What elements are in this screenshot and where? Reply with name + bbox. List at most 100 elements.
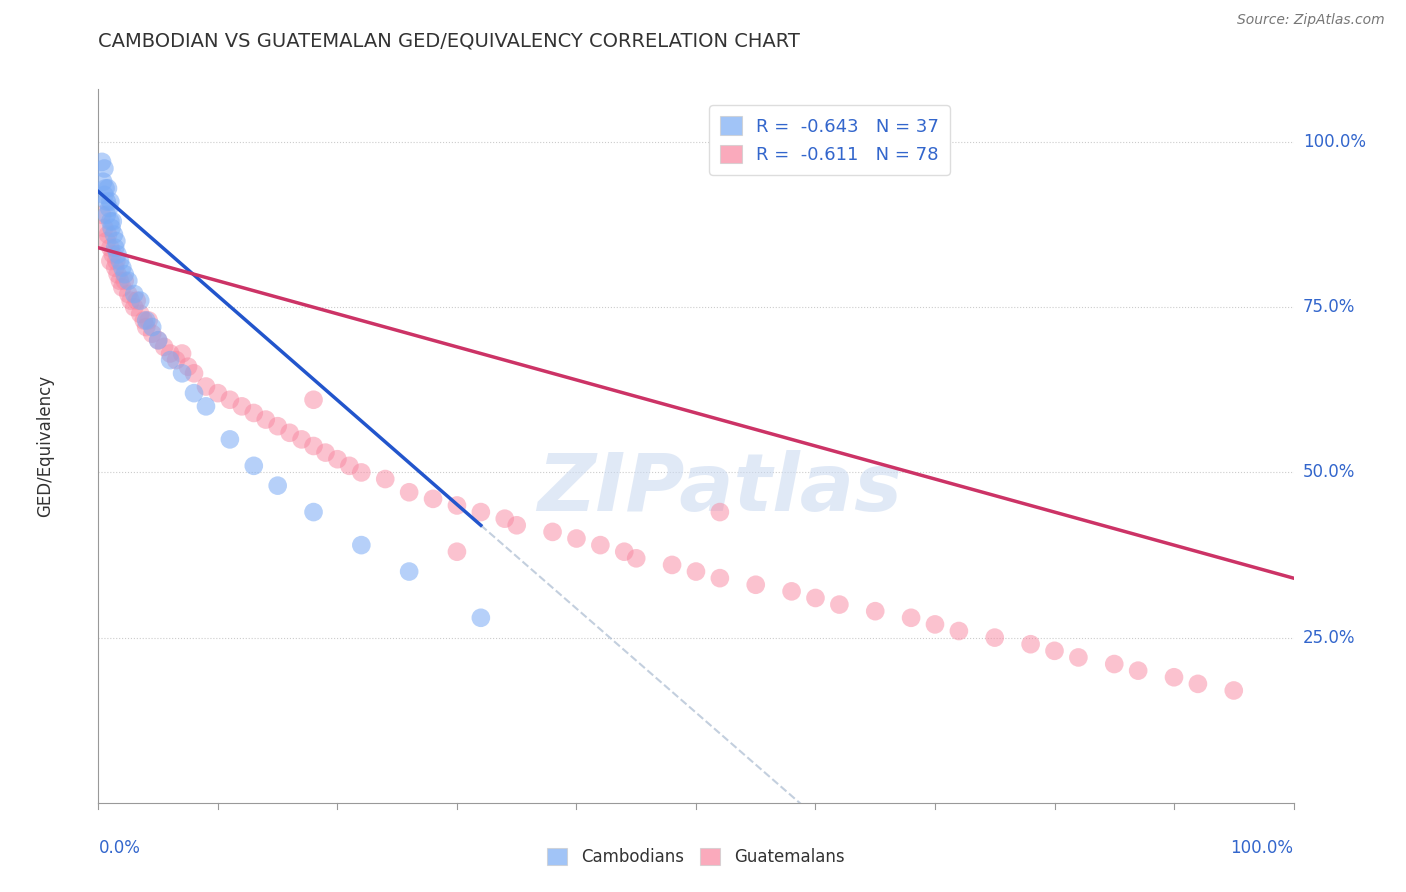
- Point: [91, 208, 114, 222]
- Point: [984, 631, 1007, 645]
- Point: [132, 313, 155, 327]
- Point: [129, 307, 152, 321]
- Point: [100, 221, 122, 235]
- Point: [165, 353, 187, 368]
- Point: [506, 518, 529, 533]
- Point: [93, 221, 115, 235]
- Point: [124, 300, 146, 314]
- Point: [105, 254, 128, 268]
- Point: [108, 254, 131, 268]
- Point: [111, 280, 134, 294]
- Point: [541, 524, 564, 539]
- Text: 0.0%: 0.0%: [98, 839, 141, 857]
- Point: [302, 505, 325, 519]
- Point: [104, 241, 127, 255]
- Point: [117, 287, 139, 301]
- Point: [101, 214, 124, 228]
- Point: [129, 293, 152, 308]
- Point: [470, 611, 492, 625]
- Point: [339, 458, 361, 473]
- Point: [108, 274, 131, 288]
- Point: [195, 379, 218, 393]
- Point: [231, 400, 253, 414]
- Point: [1163, 670, 1185, 684]
- Point: [107, 267, 129, 281]
- Point: [350, 466, 373, 480]
- Point: [98, 254, 122, 268]
- Point: [804, 591, 827, 605]
- Point: [105, 234, 128, 248]
- Point: [948, 624, 970, 638]
- Point: [207, 386, 229, 401]
- Point: [1043, 644, 1066, 658]
- Point: [114, 274, 136, 288]
- Point: [1223, 683, 1246, 698]
- Point: [125, 293, 148, 308]
- Point: [103, 227, 125, 242]
- Point: [219, 392, 242, 407]
- Point: [172, 367, 194, 381]
- Point: [159, 353, 181, 368]
- Point: [135, 320, 157, 334]
- Point: [93, 161, 115, 176]
- Point: [626, 551, 648, 566]
- Text: Source: ZipAtlas.com: Source: ZipAtlas.com: [1237, 13, 1385, 28]
- Point: [494, 511, 516, 525]
- Text: 100.0%: 100.0%: [1303, 133, 1367, 151]
- Point: [565, 532, 588, 546]
- Point: [91, 175, 114, 189]
- Point: [124, 287, 146, 301]
- Point: [153, 340, 176, 354]
- Point: [326, 452, 349, 467]
- Point: [1019, 637, 1042, 651]
- Point: [278, 425, 301, 440]
- Text: 50.0%: 50.0%: [1303, 464, 1355, 482]
- Point: [141, 326, 163, 341]
- Point: [709, 505, 731, 519]
- Point: [613, 545, 636, 559]
- Point: [446, 499, 468, 513]
- Point: [97, 181, 120, 195]
- Point: [302, 392, 325, 407]
- Text: 75.0%: 75.0%: [1303, 298, 1355, 317]
- Point: [865, 604, 887, 618]
- Point: [111, 260, 134, 275]
- Text: GED/Equivalency: GED/Equivalency: [35, 375, 53, 517]
- Point: [104, 260, 127, 275]
- Point: [96, 234, 118, 248]
- Point: [243, 458, 266, 473]
- Point: [267, 419, 290, 434]
- Point: [291, 433, 314, 447]
- Point: [93, 188, 115, 202]
- Point: [148, 333, 170, 347]
- Point: [172, 346, 194, 360]
- Point: [709, 571, 731, 585]
- Point: [98, 194, 122, 209]
- Point: [138, 313, 160, 327]
- Point: [350, 538, 373, 552]
- Point: [1187, 677, 1209, 691]
- Point: [114, 267, 136, 281]
- Point: [219, 433, 242, 447]
- Point: [446, 545, 468, 559]
- Text: 25.0%: 25.0%: [1303, 629, 1355, 647]
- Point: [135, 313, 157, 327]
- Point: [589, 538, 612, 552]
- Point: [96, 194, 118, 209]
- Point: [780, 584, 803, 599]
- Point: [422, 491, 444, 506]
- Point: [183, 386, 205, 401]
- Point: [141, 320, 163, 334]
- Text: 100.0%: 100.0%: [1230, 839, 1294, 857]
- Point: [97, 227, 120, 242]
- Point: [1104, 657, 1126, 671]
- Point: [98, 214, 122, 228]
- Point: [1128, 664, 1150, 678]
- Point: [148, 333, 170, 347]
- Point: [91, 154, 114, 169]
- Text: CAMBODIAN VS GUATEMALAN GED/EQUIVALENCY CORRELATION CHART: CAMBODIAN VS GUATEMALAN GED/EQUIVALENCY …: [98, 31, 800, 50]
- Point: [177, 359, 200, 374]
- Point: [254, 412, 277, 426]
- Point: [661, 558, 683, 572]
- Legend: Cambodians, Guatemalans: Cambodians, Guatemalans: [541, 841, 851, 873]
